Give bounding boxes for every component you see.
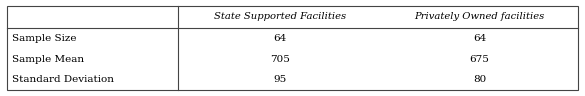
Text: State Supported Facilities: State Supported Facilities [214,12,346,21]
Text: 95: 95 [273,75,286,84]
Text: 64: 64 [473,34,486,43]
Text: 675: 675 [470,55,490,64]
Text: Standard Deviation: Standard Deviation [12,75,113,84]
Text: 64: 64 [273,34,286,43]
Text: Privately Owned facilities: Privately Owned facilities [414,12,545,21]
Text: Sample Size: Sample Size [12,34,76,43]
Bar [7,6,578,90]
Text: 705: 705 [270,55,290,64]
Text: 80: 80 [473,75,486,84]
Text: Sample Mean: Sample Mean [12,55,84,64]
